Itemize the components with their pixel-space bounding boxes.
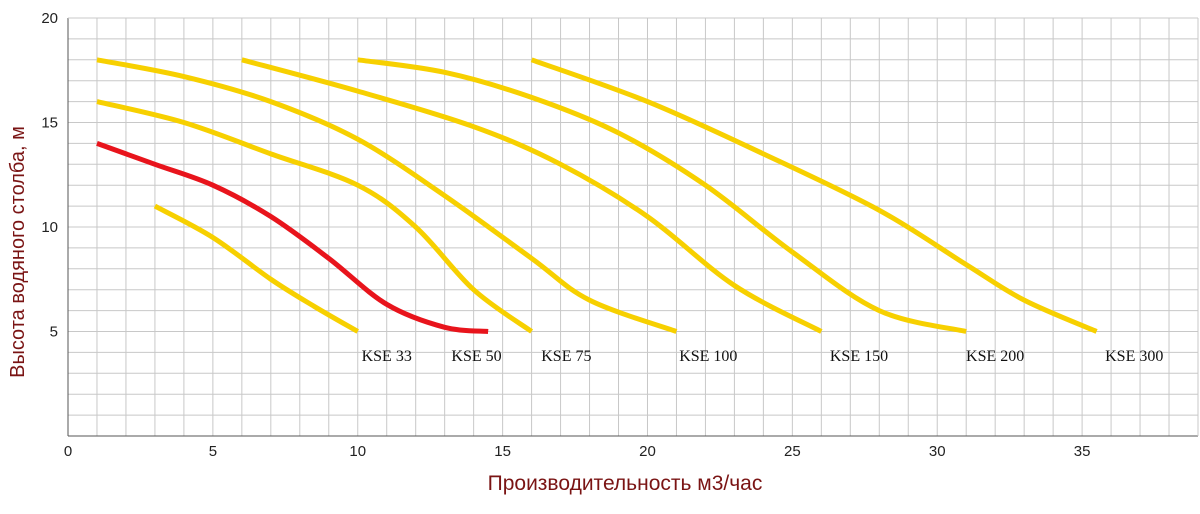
axes	[67, 17, 1199, 437]
series-lines	[96, 57, 1098, 334]
curve-label-kse-150: KSE 150	[830, 348, 888, 365]
series-line-kse-300	[530, 57, 1098, 334]
x-tick-label: 25	[784, 443, 801, 460]
y-tick-labels: 5 10 15 20	[41, 10, 58, 341]
x-tick-label: 5	[209, 443, 217, 460]
x-tick-label: 0	[64, 443, 72, 460]
y-tick-label: 20	[41, 10, 58, 27]
x-tick-label: 15	[494, 443, 511, 460]
series-line-kse-33	[153, 203, 359, 334]
series-line-kse-100	[96, 57, 678, 334]
y-axis-title: Высота водяного столба, м	[7, 126, 29, 378]
curve-label-kse-300: KSE 300	[1105, 348, 1163, 365]
x-tick-labels: 0 5 10 15 20 25 30 35	[64, 443, 1091, 460]
y-tick-label: 15	[41, 115, 58, 132]
curve-label-kse-100: KSE 100	[679, 348, 737, 365]
grid	[68, 18, 1198, 436]
x-tick-label: 35	[1074, 443, 1091, 460]
curve-label-kse-75: KSE 75	[541, 348, 591, 365]
x-axis-title: Производительность м3/час	[488, 472, 763, 495]
y-tick-label: 10	[41, 219, 58, 236]
curve-label-kse-50: KSE 50	[451, 348, 501, 365]
x-tick-label: 30	[929, 443, 946, 460]
series-line-kse-200	[357, 57, 967, 334]
series-line-kse-75	[96, 99, 534, 334]
series-line-kse-150	[241, 57, 823, 334]
x-tick-label: 20	[639, 443, 656, 460]
curve-label-kse-33: KSE 33	[362, 348, 412, 365]
curve-label-kse-200: KSE 200	[966, 348, 1024, 365]
series-line-kse-50	[96, 141, 489, 334]
x-tick-label: 10	[349, 443, 366, 460]
y-tick-label: 5	[50, 324, 58, 341]
curve-labels: KSE 33 KSE 50 KSE 75 KSE 100 KSE 150 KSE 200 K…	[362, 348, 1164, 365]
